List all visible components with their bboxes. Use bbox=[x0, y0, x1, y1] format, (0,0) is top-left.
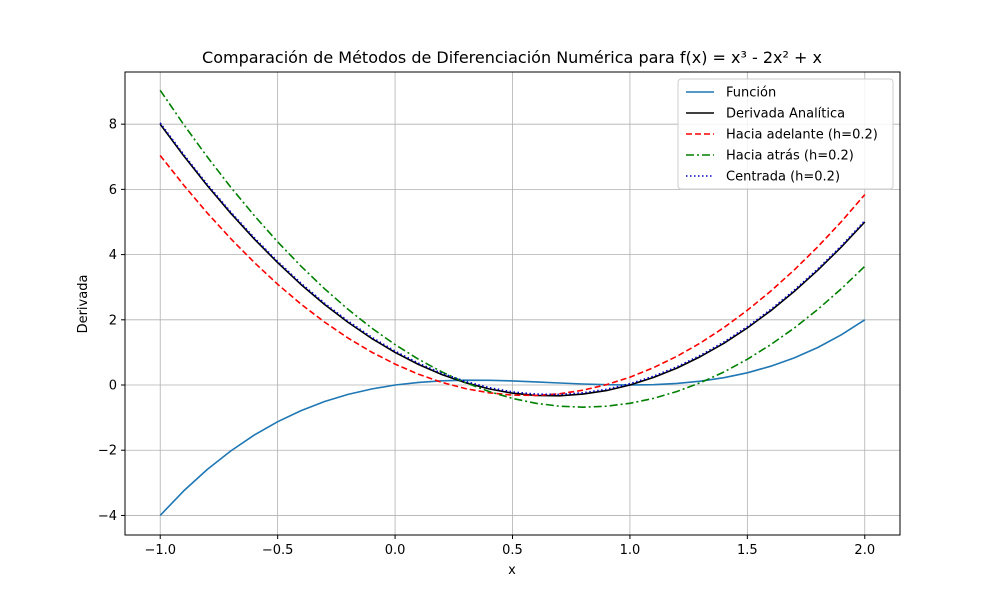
x-tick-label: −0.5 bbox=[262, 543, 294, 558]
x-tick-label: −1.0 bbox=[144, 543, 176, 558]
y-tick-label: 4 bbox=[109, 248, 117, 263]
x-tick-label: 0.0 bbox=[385, 543, 406, 558]
ticks: −1.0 −0.5 0.0 0.5 1.0 1.5 2.0 −4 −2 0 2 4 6 8 bbox=[98, 118, 875, 558]
chart-title: Comparación de Métodos de Diferenciación… bbox=[202, 48, 822, 67]
legend-label-1: Derivada Analítica bbox=[726, 107, 845, 122]
series-line-0 bbox=[159, 319, 866, 516]
legend-box bbox=[677, 78, 894, 190]
legend-label-2: Hacia adelante (h=0.2) bbox=[726, 128, 878, 143]
series-layer bbox=[159, 89, 866, 516]
y-tick-label: −4 bbox=[98, 509, 117, 524]
x-tick-label: 1.0 bbox=[620, 543, 641, 558]
x-tick-label: 1.5 bbox=[737, 543, 758, 558]
series-line-1 bbox=[159, 123, 866, 397]
y-tick-label: 2 bbox=[109, 313, 117, 328]
legend-label-0: Función bbox=[726, 86, 776, 101]
series-line-4 bbox=[159, 122, 866, 396]
legend-label-3: Hacia atrás (h=0.2) bbox=[726, 149, 854, 164]
x-tick-label: 2.0 bbox=[854, 543, 875, 558]
x-tick-label: 0.5 bbox=[502, 543, 523, 558]
series-line-3 bbox=[159, 89, 866, 409]
legend: Función Derivada Analítica Hacia adelante … bbox=[677, 78, 894, 190]
y-tick-label: 8 bbox=[109, 118, 117, 133]
legend-label-4: Centrada (h=0.2) bbox=[726, 170, 840, 185]
y-axis-title: Derivada bbox=[76, 275, 91, 334]
y-tick-label: 6 bbox=[109, 183, 117, 198]
series-line-2 bbox=[159, 155, 866, 397]
y-tick-label: 0 bbox=[109, 379, 117, 394]
y-tick-label: −2 bbox=[98, 444, 117, 459]
x-axis-title: x bbox=[508, 563, 516, 578]
